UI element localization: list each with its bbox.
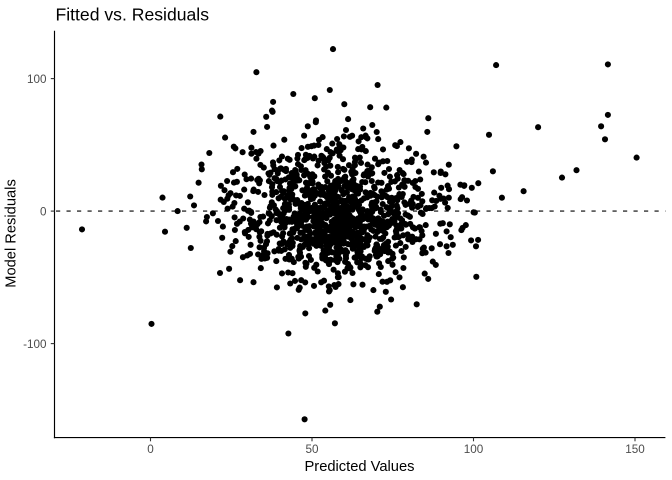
svg-text:150: 150 — [625, 443, 645, 456]
svg-text:Predicted Values: Predicted Values — [305, 459, 415, 475]
svg-text:50: 50 — [305, 443, 319, 456]
svg-text:Fitted vs. Residuals: Fitted vs. Residuals — [56, 4, 210, 24]
svg-text:0: 0 — [40, 205, 47, 218]
svg-text:100: 100 — [464, 443, 484, 456]
svg-text:-100: -100 — [23, 338, 47, 351]
svg-text:100: 100 — [27, 73, 47, 86]
svg-text:0: 0 — [147, 443, 154, 456]
svg-text:Model Residuals: Model Residuals — [4, 179, 20, 288]
